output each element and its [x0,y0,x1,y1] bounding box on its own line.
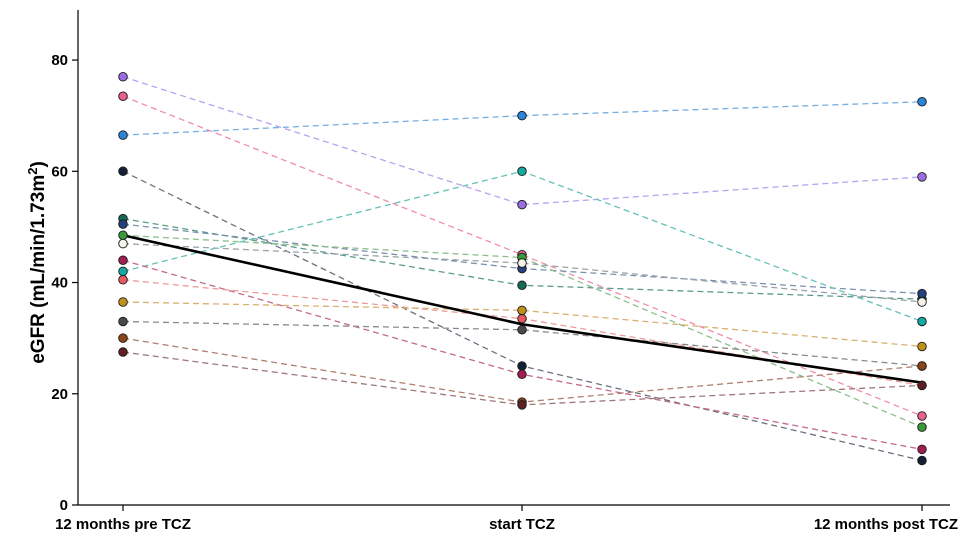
patient-3-point-1 [118,130,128,140]
mean-line-group [122,233,923,384]
patient-15-point-1 [118,347,128,357]
patient-10-point-2 [517,369,527,380]
y-tick-label-20: 20 [51,386,68,403]
x-tick-label-1: 12 months pre TCZ [55,516,191,533]
patient-line-2 [122,95,923,417]
patient-2-point-3 [917,411,927,421]
patient-1-point-3 [917,172,927,182]
patient-markers [118,71,927,466]
patient-9-point-3 [917,316,927,327]
x-tick-label-3: 12 months post TCZ [814,516,958,533]
y-tick-label-40: 40 [51,275,68,292]
patient-10-point-3 [917,444,927,455]
patient-2-point-1 [118,91,128,101]
patient-3-point-3 [917,97,927,107]
patient-line-1 [122,76,923,206]
y-axis-title: eGFR (mL/min/1.73m2) [25,161,49,364]
patient-9-point-2 [517,166,527,177]
x-ticks: 12 months pre TCZ start TCZ 12 months post… [55,505,958,533]
patient-9-point-1 [118,266,128,277]
mean-line [122,233,923,384]
y-tick-label-80: 80 [51,52,68,69]
patient-line-9 [122,170,923,323]
patient-13-point-1 [118,316,128,327]
patient-4-point-3 [917,455,927,466]
patient-12-point-2 [517,305,527,316]
axes [77,10,950,506]
patient-10-point-1 [118,255,128,266]
patient-14-point-3 [917,361,927,371]
patient-1-point-2 [517,199,527,210]
y-axis-title-close: ) [28,161,49,167]
patient-5-point-2 [517,280,527,291]
patient-6-point-3 [917,288,927,299]
patient-15-point-2 [517,400,527,410]
y-tick-label-0: 0 [60,497,68,514]
patient-line-12 [122,301,923,348]
patient-11-point-1 [118,274,128,285]
patient-line-8 [122,242,923,303]
patient-4-point-1 [118,166,128,177]
patient-line-3 [122,101,923,136]
patient-12-point-1 [118,297,128,307]
patient-8-point-3 [917,297,927,307]
patient-7-point-3 [917,422,927,432]
patient-4-point-2 [517,361,527,371]
patient-11-point-2 [517,313,527,324]
y-axis-title-main: eGFR (mL/min/1.73m [28,175,49,364]
patient-8-point-1 [118,238,128,249]
patient-15-point-3 [917,380,927,391]
patient-1-point-1 [118,71,128,82]
y-tick-label-60: 60 [51,163,68,180]
patient-line-7 [122,234,923,428]
patient-12-point-3 [917,341,927,352]
patient-3-point-2 [517,110,527,121]
y-ticks: 0 20 40 60 80 [51,52,78,514]
patient-line-13 [122,320,923,367]
y-axis-title-sup: 2 [25,168,40,175]
patient-13-point-2 [517,325,527,335]
patient-8-point-2 [517,258,527,268]
patient-14-point-1 [118,333,128,343]
patient-7-point-1 [118,230,128,241]
x-tick-label-2: start TCZ [489,516,555,533]
patient-6-point-1 [118,219,128,229]
